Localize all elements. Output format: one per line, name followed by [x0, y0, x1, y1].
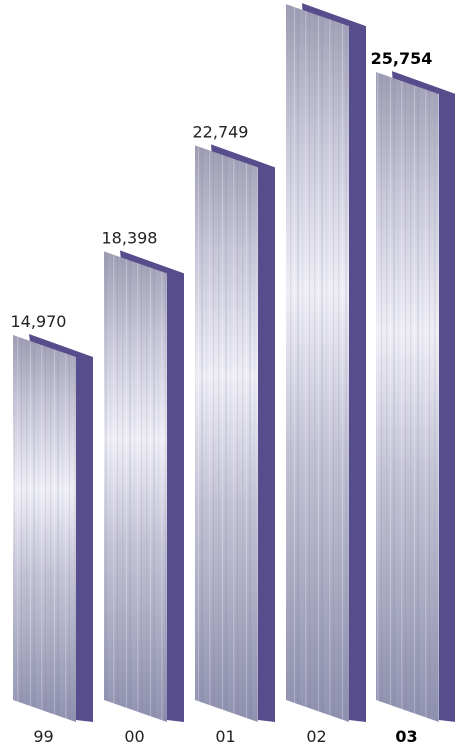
category-label-00: 00 — [124, 727, 144, 746]
bar-texture-03 — [376, 72, 439, 722]
bars-group — [13, 3, 455, 723]
category-label-03: 03 — [395, 727, 417, 746]
value-label-99: 14,970 — [11, 312, 67, 331]
value-label-03: 25,754 — [371, 49, 433, 68]
value-label-00: 18,398 — [102, 228, 158, 247]
bar-texture-99 — [13, 335, 76, 722]
category-labels-group: 99 00 01 02 03 — [33, 727, 417, 746]
category-label-99: 99 — [33, 727, 53, 746]
category-label-02: 02 — [306, 727, 326, 746]
bar-texture-01 — [195, 145, 258, 722]
value-label-01: 22,749 — [193, 122, 249, 141]
bar-texture-02 — [286, 4, 349, 723]
category-label-01: 01 — [215, 727, 235, 746]
bar-texture-00 — [104, 251, 167, 723]
